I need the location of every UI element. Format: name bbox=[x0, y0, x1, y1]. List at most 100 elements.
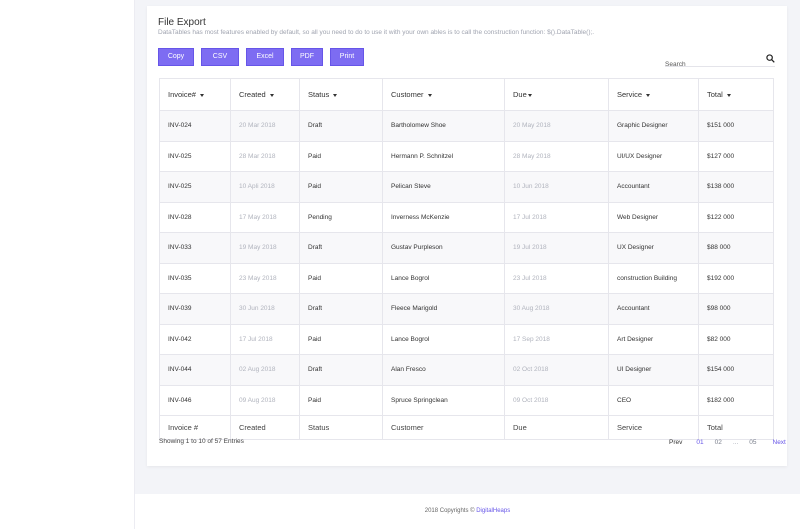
column-header-service[interactable]: Service bbox=[608, 78, 699, 111]
footer-link[interactable]: DigitalHeaps bbox=[476, 508, 511, 514]
cell-status: Paid bbox=[299, 384, 383, 416]
cell-service: Accountant bbox=[608, 293, 699, 325]
table-footer-row: Invoice # Created Status Customer Due Se… bbox=[159, 415, 774, 440]
column-header-status[interactable]: Status bbox=[299, 78, 383, 111]
table-row[interactable]: INV-024 20 Mar 2018 Draft Bartholomew Shoe 2… bbox=[159, 110, 774, 142]
table-row[interactable]: INV-025 28 Mar 2018 Paid Hermann P. Schnitz… bbox=[159, 140, 774, 172]
table-row[interactable]: INV-039 30 Jun 2018 Draft Fleece Marigold 30… bbox=[159, 293, 774, 325]
cell-created: 09 Aug 2018 bbox=[230, 384, 300, 416]
cell-total: $98 000 bbox=[698, 293, 774, 325]
cell-customer: Hermann P. Schnitzel bbox=[382, 140, 505, 172]
column-footer-invoice: Invoice # bbox=[159, 415, 231, 440]
cell-status: Draft bbox=[299, 354, 383, 386]
pagination-prev[interactable]: Prev bbox=[669, 439, 683, 446]
column-footer-service: Service bbox=[608, 415, 699, 440]
table-row[interactable]: INV-028 17 May 2018 Pending Inverness McKen… bbox=[159, 201, 774, 233]
cell-status: Paid bbox=[299, 262, 383, 294]
cell-created: 19 May 2018 bbox=[230, 232, 300, 264]
print-button[interactable]: Print bbox=[330, 48, 364, 66]
cell-total: $127 000 bbox=[698, 140, 774, 172]
column-footer-customer: Customer bbox=[382, 415, 505, 440]
cell-customer: Bartholomew Shoe bbox=[382, 110, 505, 142]
table-row[interactable]: INV-035 23 May 2018 Paid Lance Bogrol 23 Jul… bbox=[159, 262, 774, 294]
column-header-total[interactable]: Total bbox=[698, 78, 774, 111]
pagination-page[interactable]: 05 bbox=[749, 439, 757, 446]
sort-caret-icon bbox=[726, 93, 731, 97]
column-header-customer[interactable]: Customer bbox=[382, 78, 505, 111]
cell-invoice: INV-035 bbox=[159, 262, 231, 294]
table-row[interactable]: INV-042 17 Jul 2018 Paid Lance Bogrol 17 Sep… bbox=[159, 323, 774, 355]
csv-button[interactable]: CSV bbox=[201, 48, 239, 66]
file-export-card: File Export DataTables has most features… bbox=[147, 6, 787, 466]
table-info: Showing 1 to 10 of 57 Entries bbox=[159, 438, 244, 445]
pagination-page[interactable]: 01 bbox=[696, 439, 704, 446]
column-header-created[interactable]: Created bbox=[230, 78, 300, 111]
sort-caret-icon bbox=[333, 93, 338, 97]
cell-invoice: INV-039 bbox=[159, 293, 231, 325]
page-footer: 2018 Copyrights © DigitalHeaps bbox=[134, 494, 800, 529]
cell-status: Pending bbox=[299, 201, 383, 233]
cell-due: 23 Jul 2018 bbox=[504, 262, 609, 294]
column-footer-due: Due bbox=[504, 415, 609, 440]
cell-created: 30 Jun 2018 bbox=[230, 293, 300, 325]
card-title: File Export bbox=[158, 17, 206, 28]
pdf-button[interactable]: PDF bbox=[291, 48, 323, 66]
cell-due: 02 Oct 2018 bbox=[504, 354, 609, 386]
excel-button[interactable]: Excel bbox=[246, 48, 284, 66]
cell-total: $151 000 bbox=[698, 110, 774, 142]
cell-status: Paid bbox=[299, 323, 383, 355]
cell-due: 28 May 2018 bbox=[504, 140, 609, 172]
cell-created: 17 May 2018 bbox=[230, 201, 300, 233]
cell-created: 28 Mar 2018 bbox=[230, 140, 300, 172]
column-footer-status: Status bbox=[299, 415, 383, 440]
cell-status: Draft bbox=[299, 293, 383, 325]
table-body: INV-024 20 Mar 2018 Draft Bartholomew Shoe 2… bbox=[159, 110, 774, 416]
cell-due: 17 Sep 2018 bbox=[504, 323, 609, 355]
cell-invoice: INV-024 bbox=[159, 110, 231, 142]
cell-customer: Inverness McKenzie bbox=[382, 201, 505, 233]
cell-customer: Pelican Steve bbox=[382, 171, 505, 203]
cell-due: 19 Jul 2018 bbox=[504, 232, 609, 264]
search-input[interactable] bbox=[665, 58, 760, 71]
column-header-invoice[interactable]: Invoice# bbox=[159, 78, 231, 111]
cell-due: 20 May 2018 bbox=[504, 110, 609, 142]
sort-caret-icon bbox=[269, 93, 274, 97]
cell-customer: Lance Bogrol bbox=[382, 323, 505, 355]
cell-due: 09 Oct 2018 bbox=[504, 384, 609, 416]
column-header-due[interactable]: Due bbox=[504, 78, 609, 111]
cell-status: Draft bbox=[299, 232, 383, 264]
cell-due: 10 Jun 2018 bbox=[504, 171, 609, 203]
sort-caret-icon bbox=[427, 93, 432, 97]
pagination: Prev 01 02 ... 05 Next bbox=[669, 439, 786, 446]
pagination-ellipsis: ... bbox=[732, 439, 739, 446]
cell-customer: Fleece Marigold bbox=[382, 293, 505, 325]
table-header-row: Invoice# Created Status Customer Due Ser… bbox=[159, 78, 774, 111]
cell-invoice: INV-025 bbox=[159, 171, 231, 203]
pagination-next[interactable]: Next bbox=[772, 439, 786, 446]
cell-created: 17 Jul 2018 bbox=[230, 323, 300, 355]
table-row[interactable]: INV-044 02 Aug 2018 Draft Alan Fresco 02 Oct… bbox=[159, 354, 774, 386]
cell-service: Graphic Designer bbox=[608, 110, 699, 142]
cell-total: $88 000 bbox=[698, 232, 774, 264]
search-icon[interactable] bbox=[766, 54, 775, 63]
table-row[interactable]: INV-033 19 May 2018 Draft Gustav Purpleson 1… bbox=[159, 232, 774, 264]
cell-status: Paid bbox=[299, 140, 383, 172]
search-box bbox=[665, 53, 775, 71]
footer-copyright: 2018 Copyrights © DigitalHeaps bbox=[424, 508, 511, 514]
cell-due: 30 Aug 2018 bbox=[504, 293, 609, 325]
sort-caret-icon bbox=[646, 93, 651, 97]
cell-total: $182 000 bbox=[698, 384, 774, 416]
table-row[interactable]: INV-046 09 Aug 2018 Paid Spruce Springclean… bbox=[159, 384, 774, 416]
cell-total: $138 000 bbox=[698, 171, 774, 203]
cell-invoice: INV-042 bbox=[159, 323, 231, 355]
pagination-page[interactable]: 02 bbox=[714, 439, 722, 446]
cell-service: Web Designer bbox=[608, 201, 699, 233]
cell-invoice: INV-028 bbox=[159, 201, 231, 233]
cell-service: UX Designer bbox=[608, 232, 699, 264]
table-row[interactable]: INV-025 10 Apli 2018 Paid Pelican Steve 10 J… bbox=[159, 171, 774, 203]
cell-customer: Lance Bogrol bbox=[382, 262, 505, 294]
cell-total: $192 000 bbox=[698, 262, 774, 294]
cell-due: 17 Jul 2018 bbox=[504, 201, 609, 233]
copy-button[interactable]: Copy bbox=[158, 48, 194, 66]
cell-service: UI Designer bbox=[608, 354, 699, 386]
